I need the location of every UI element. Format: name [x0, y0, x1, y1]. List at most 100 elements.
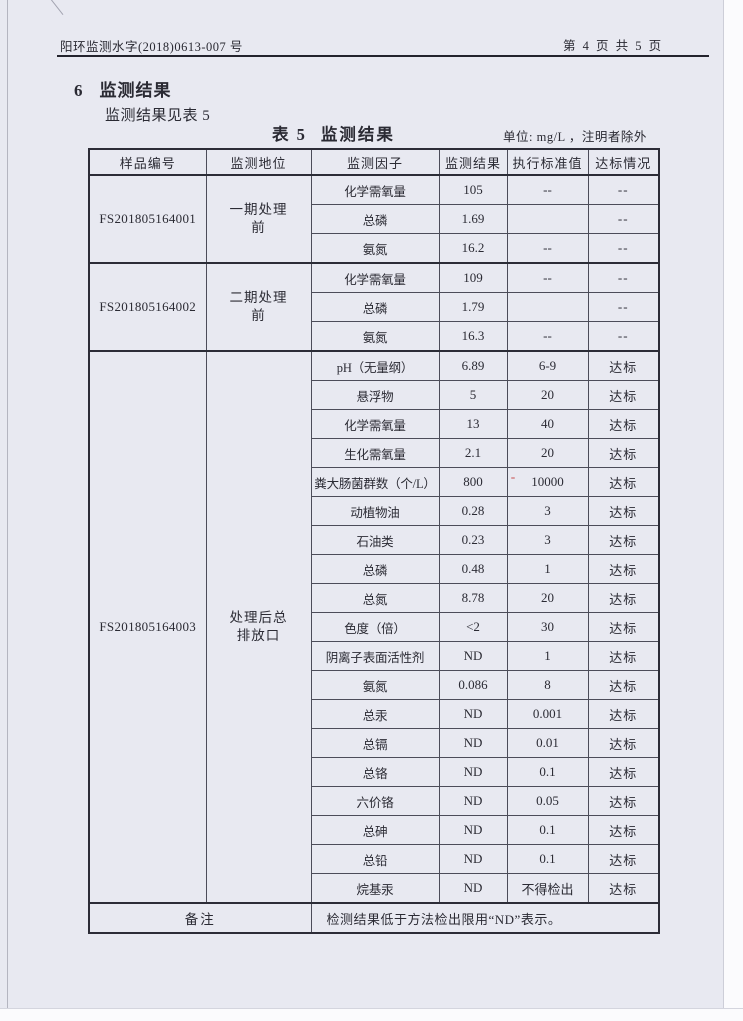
- result-cell: ND: [438, 786, 508, 816]
- factor-cell: 氨氮: [310, 233, 440, 264]
- standard-cell: 20: [506, 438, 589, 468]
- location-cell: 处理后总排放口: [205, 350, 312, 904]
- table-row: 悬浮物 5 20 达标: [89, 380, 660, 410]
- status-cell: 达标: [587, 554, 660, 584]
- section-title: 监测结果: [99, 81, 172, 100]
- standard-cell: 6-9: [506, 350, 589, 381]
- table-row: 总磷 1.69 --: [89, 204, 660, 234]
- paper-crease: [46, 0, 64, 16]
- result-cell: ND: [438, 873, 508, 904]
- factor-cell: 粪大肠菌群数（个/L）: [310, 467, 440, 497]
- result-cell: 16.3: [438, 321, 508, 352]
- status-cell: 达标: [587, 380, 660, 410]
- table-row: 粪大肠菌群数（个/L） 800 10000 达标: [89, 467, 660, 497]
- factor-cell: 总镉: [310, 728, 440, 758]
- factor-cell: 总磷: [310, 204, 440, 234]
- status-cell: 达标: [587, 728, 660, 758]
- table-row: 总砷 ND 0.1 达标: [89, 815, 660, 845]
- table-row: 氨氮 16.3 -- --: [89, 321, 660, 352]
- status-cell: 达标: [587, 409, 660, 439]
- factor-cell: 氨氮: [310, 321, 440, 352]
- standard-cell: 10000: [506, 467, 589, 497]
- scanner-background-right: [723, 0, 743, 1021]
- result-cell: ND: [438, 815, 508, 845]
- result-cell: <2: [438, 612, 508, 642]
- table-row: FS201805164003 处理后总排放口 pH（无量纲） 6.89 6-9 达标: [88, 350, 660, 904]
- table-row: 总汞 ND 0.001 达标: [89, 699, 660, 729]
- table-row: 氨氮 0.086 8 达标: [89, 670, 660, 700]
- result-cell: 1.69: [438, 204, 508, 234]
- factor-cell: pH（无量纲）: [310, 350, 440, 381]
- standard-cell: --: [506, 233, 589, 264]
- factor-cell: 烷基汞: [310, 873, 440, 904]
- table-title: 表 5 监测结果: [272, 121, 395, 145]
- section-number: 6: [74, 81, 84, 100]
- standard-cell: 3: [506, 525, 589, 555]
- result-cell: ND: [438, 844, 508, 874]
- remark-row: 备注 检测结果低于方法检出限用“ND”表示。: [88, 902, 660, 934]
- table-header: 样品编号 监测地位 监测因子 监测结果 执行标准值 达标情况: [88, 148, 660, 176]
- sample-id-cell: FS201805164003: [88, 350, 207, 904]
- page-indicator: 第 4 页 共 5 页: [563, 39, 664, 53]
- standard-cell: [506, 204, 589, 234]
- standard-cell: 0.001: [506, 699, 589, 729]
- status-cell: --: [587, 321, 660, 352]
- status-cell: --: [587, 233, 660, 264]
- table-row: 总磷 1.79 --: [89, 292, 660, 322]
- status-cell: 达标: [587, 467, 660, 497]
- status-cell: --: [587, 262, 660, 293]
- factor-cell: 化学需氧量: [310, 262, 440, 293]
- status-cell: 达标: [587, 525, 660, 555]
- document-number: 阳环监测水字(2018)0613-007 号: [60, 40, 243, 54]
- result-cell: 800: [438, 467, 508, 497]
- result-cell: ND: [438, 641, 508, 671]
- location-cell: 一期处理前: [205, 174, 312, 264]
- table-row: 石油类 0.23 3 达标: [89, 525, 660, 555]
- standard-cell: --: [506, 262, 589, 293]
- standard-cell: 0.1: [506, 844, 589, 874]
- status-cell: 达标: [587, 873, 660, 904]
- factor-cell: 色度（倍）: [310, 612, 440, 642]
- status-cell: 达标: [587, 583, 660, 613]
- factor-cell: 总铬: [310, 757, 440, 787]
- standard-cell: 3: [506, 496, 589, 526]
- result-cell: ND: [438, 757, 508, 787]
- result-cell: 0.23: [438, 525, 508, 555]
- standard-cell: 8: [506, 670, 589, 700]
- standard-cell: 0.1: [506, 757, 589, 787]
- status-cell: 达标: [587, 350, 660, 381]
- column-header-factor: 监测因子: [310, 148, 440, 176]
- standard-cell: 0.01: [506, 728, 589, 758]
- standard-cell: 不得检出: [506, 873, 589, 904]
- table-row: 色度（倍） <2 30 达标: [89, 612, 660, 642]
- table-title-text: 监测结果: [320, 125, 395, 144]
- factor-cell: 悬浮物: [310, 380, 440, 410]
- table-row: 烷基汞 ND 不得检出 达标: [89, 873, 660, 904]
- factor-cell: 总铅: [310, 844, 440, 874]
- result-cell: 5: [438, 380, 508, 410]
- standard-cell: [506, 292, 589, 322]
- section-heading: 6 监测结果: [74, 76, 172, 101]
- status-cell: --: [587, 292, 660, 322]
- factor-cell: 动植物油: [310, 496, 440, 526]
- location-cell: 二期处理前: [205, 262, 312, 352]
- sample-id-cell: FS201805164001: [88, 174, 207, 264]
- standard-cell: 30: [506, 612, 589, 642]
- factor-cell: 总磷: [310, 554, 440, 584]
- result-cell: ND: [438, 699, 508, 729]
- unit-note: 单位: mg/L ，注明者除外: [503, 130, 647, 144]
- table-row: 动植物油 0.28 3 达标: [89, 496, 660, 526]
- result-cell: 13: [438, 409, 508, 439]
- factor-cell: 总砷: [310, 815, 440, 845]
- status-cell: --: [587, 204, 660, 234]
- header-row: 样品编号 监测地位 监测因子 监测结果 执行标准值 达标情况: [88, 148, 660, 176]
- header-rule: [57, 55, 709, 57]
- intro-text: 监测结果见表 5: [105, 108, 211, 124]
- table-row: 化学需氧量 13 40 达标: [89, 409, 660, 439]
- factor-cell: 阴离子表面活性剂: [310, 641, 440, 671]
- standard-cell: --: [506, 321, 589, 352]
- result-cell: 2.1: [438, 438, 508, 468]
- column-header-sample-id: 样品编号: [88, 148, 207, 176]
- result-cell: 109: [438, 262, 508, 293]
- result-cell: 6.89: [438, 350, 508, 381]
